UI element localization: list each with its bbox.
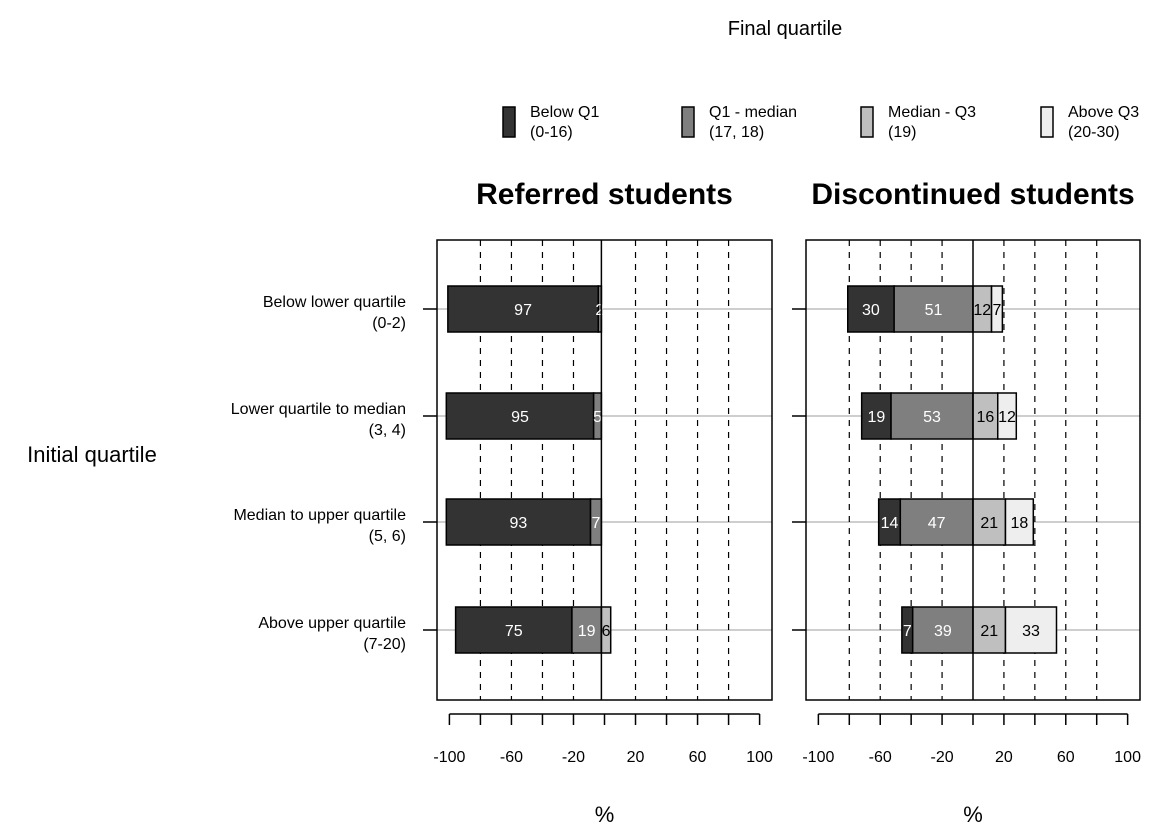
bar-segment [911, 606, 974, 654]
data-label: 75 [505, 623, 523, 640]
legend-sublabel: (19) [888, 124, 916, 141]
data-label: 5 [593, 409, 602, 426]
x-tick-label: 100 [1114, 749, 1141, 766]
category-sublabel: (5, 6) [369, 528, 406, 545]
data-label: 12 [998, 409, 1016, 426]
data-label: 6 [602, 623, 611, 640]
bar-segment [899, 498, 974, 546]
panel-title: Discontinued students [811, 178, 1134, 211]
x-tick-label: 20 [627, 749, 645, 766]
x-tick-label: 100 [746, 749, 773, 766]
category-label: Below lower quartile [263, 294, 406, 311]
plot-frame [436, 239, 773, 701]
data-label: 14 [881, 515, 899, 532]
data-label: 19 [578, 623, 596, 640]
x-tick-label: -20 [931, 749, 954, 766]
bar-segment [445, 392, 595, 440]
data-label: 30 [862, 302, 880, 319]
legend-label: Above Q3 [1068, 104, 1139, 121]
bar-segment [454, 606, 573, 654]
legend-sublabel: (20-30) [1068, 124, 1120, 141]
panel-1: Referred students 97 2 95 5 93 7 75 19 6 -100 -60 -2… [423, 178, 773, 827]
data-label: 18 [1010, 515, 1028, 532]
legend-swatch-3 [860, 106, 874, 138]
data-label: 2 [595, 302, 604, 319]
data-label: 21 [980, 515, 998, 532]
legend-label: Below Q1 [530, 104, 599, 121]
category-label: Lower quartile to median [231, 401, 406, 418]
category-sublabel: (0-2) [372, 315, 406, 332]
data-label: 7 [592, 515, 601, 532]
legend-sublabel: (17, 18) [709, 124, 764, 141]
x-axis-label: % [963, 802, 983, 827]
bar-segment [860, 392, 892, 440]
legend: Below Q1 (0-16) Q1 - median (17, 18) Median … [502, 104, 1139, 141]
bar-segment [972, 498, 1007, 546]
legend-swatch-2 [681, 106, 695, 138]
data-label: 53 [923, 409, 941, 426]
bar-segment [445, 498, 592, 546]
data-label: 19 [867, 409, 885, 426]
x-tick-label: -100 [433, 749, 465, 766]
x-tick-label: 60 [1057, 749, 1075, 766]
data-label: 47 [928, 515, 946, 532]
data-label: 21 [980, 623, 998, 640]
data-label: 33 [1022, 623, 1040, 640]
y-axis-title: Initial quartile [27, 442, 157, 467]
legend-label: Q1 - median [709, 104, 797, 121]
legend-title: Final quartile [728, 18, 843, 40]
data-label: 97 [514, 302, 532, 319]
bar-segment [1004, 606, 1058, 654]
legend-label: Median - Q3 [888, 104, 976, 121]
data-label: 93 [510, 515, 528, 532]
bar-segment [893, 285, 974, 333]
x-tick-label: -20 [562, 749, 585, 766]
bar-segment [890, 392, 974, 440]
category-sublabel: (7-20) [363, 636, 406, 653]
category-label: Above upper quartile [258, 615, 406, 632]
data-label: 12 [973, 302, 991, 319]
category-labels: Below lower quartile (0-2) Lower quartile … [231, 294, 406, 653]
legend-swatch-4 [1040, 106, 1054, 138]
bar-segment [990, 285, 1004, 333]
bar-segment [996, 392, 1018, 440]
x-axis-label: % [595, 802, 615, 827]
legend-sublabel: (0-16) [530, 124, 573, 141]
legend-swatch-1 [502, 106, 516, 138]
bar-segment [972, 606, 1007, 654]
x-tick-label: 60 [689, 749, 707, 766]
bar-segment [447, 285, 600, 333]
bar-segment [847, 285, 895, 333]
x-tick-label: -60 [500, 749, 523, 766]
data-label: 51 [925, 302, 943, 319]
x-tick-label: -60 [869, 749, 892, 766]
category-label: Median to upper quartile [233, 507, 406, 524]
panel-title: Referred students [476, 178, 733, 211]
x-tick-label: 20 [995, 749, 1013, 766]
bar-segment [1004, 498, 1035, 546]
x-tick-label: -100 [802, 749, 834, 766]
panels: Referred students 97 2 95 5 93 7 75 19 6 -100 -60 -2… [423, 178, 1141, 827]
plot-frame [805, 239, 1141, 701]
data-label: 7 [903, 623, 912, 640]
category-sublabel: (3, 4) [369, 422, 406, 439]
data-label: 39 [934, 623, 952, 640]
data-label: 7 [993, 302, 1002, 319]
data-label: 95 [511, 409, 529, 426]
data-label: 16 [976, 409, 994, 426]
